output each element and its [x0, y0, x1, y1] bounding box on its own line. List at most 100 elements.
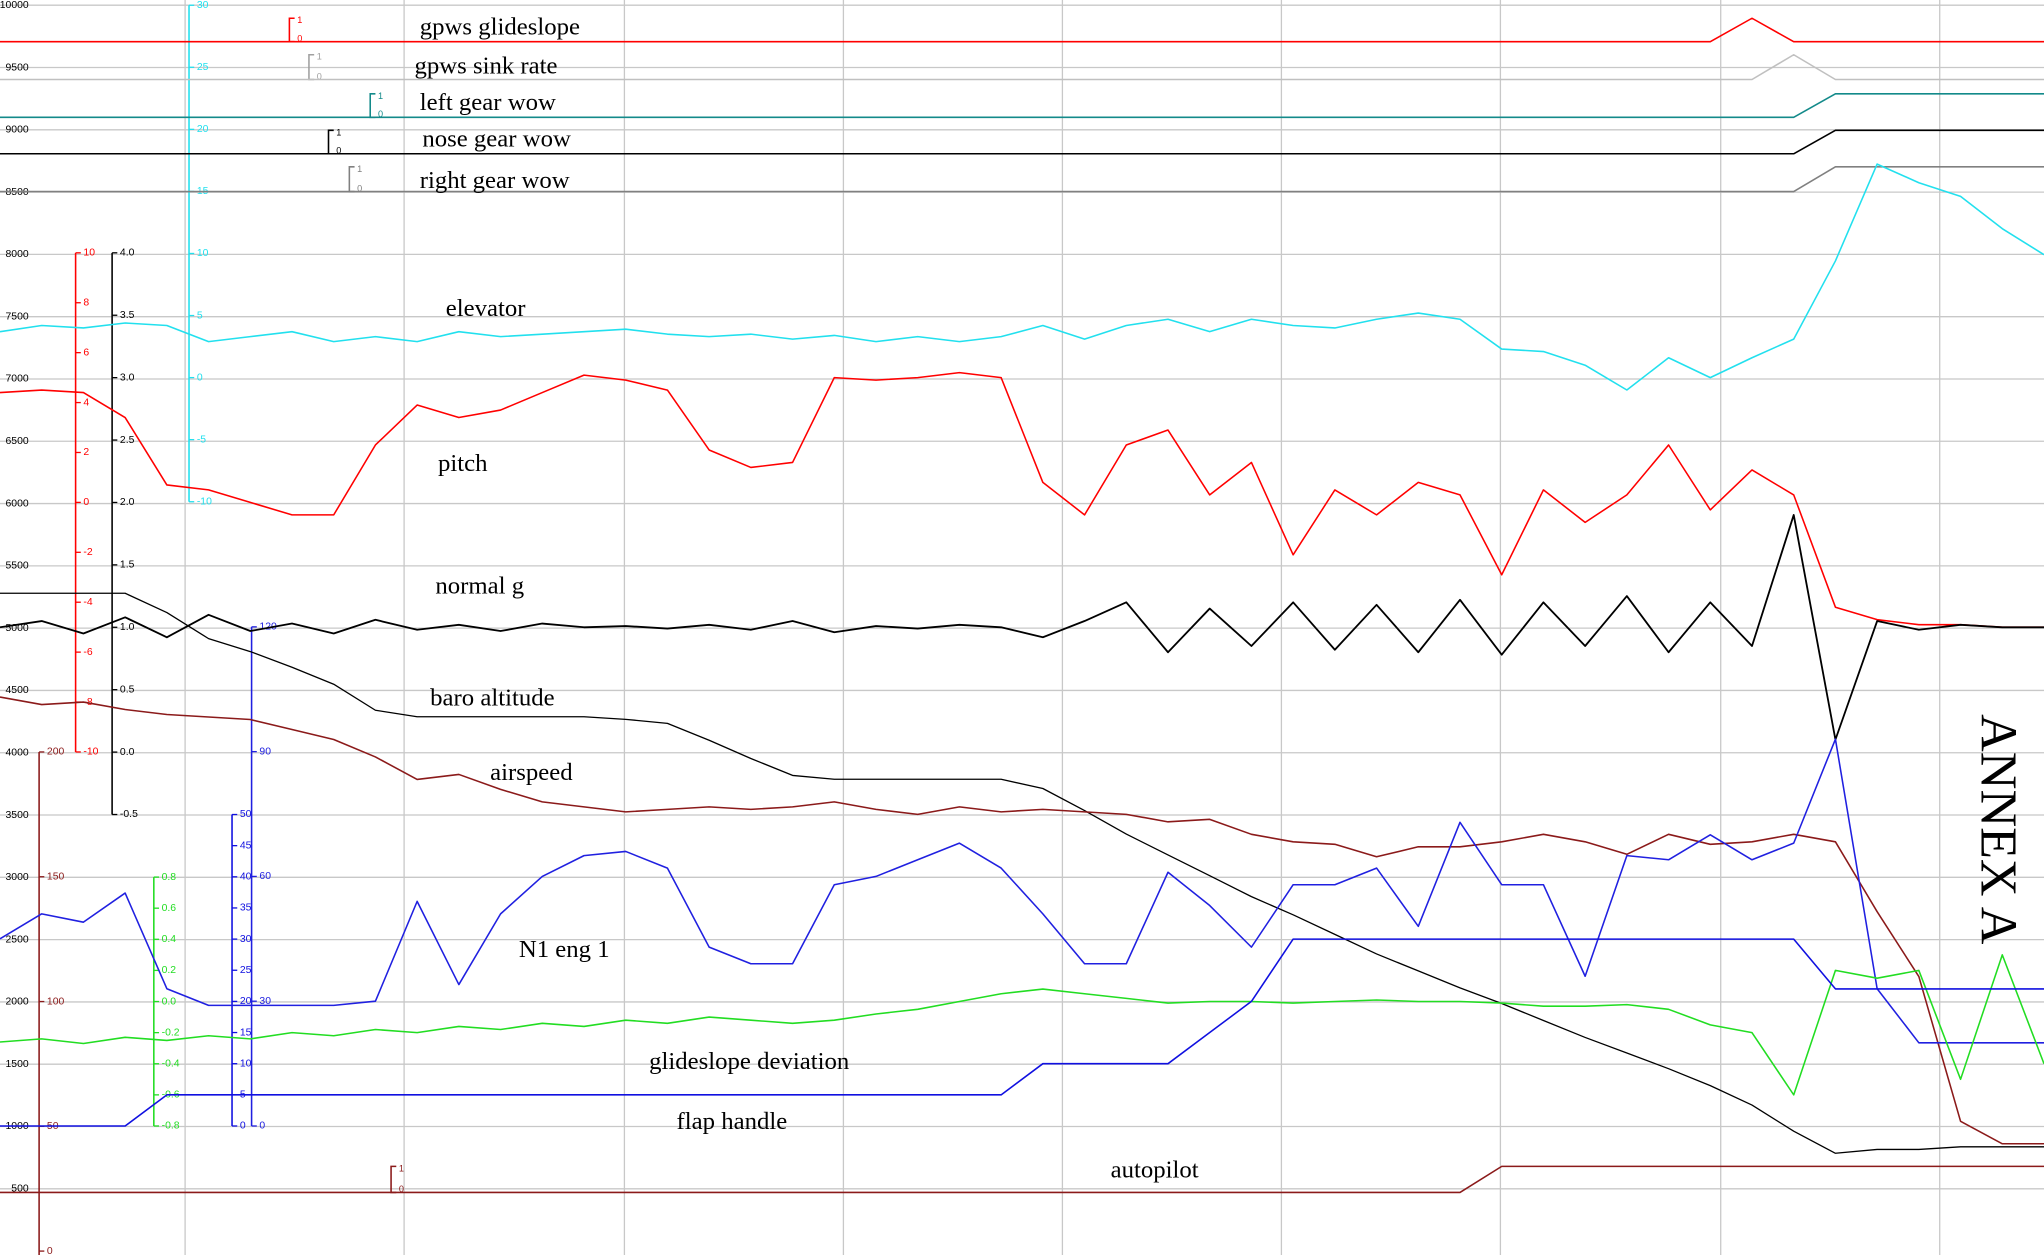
- series-label: left gear wow: [420, 89, 556, 116]
- y-tick-label: 30: [240, 934, 252, 945]
- y-tick-label: 60: [259, 871, 271, 882]
- trace-line: [0, 592, 2044, 1154]
- y-tick-label: -5: [197, 434, 206, 445]
- y-tick-label: 1: [317, 52, 322, 62]
- y-tick-label: 1: [357, 164, 362, 174]
- y-tick-label: 2000: [6, 997, 29, 1008]
- y-tick-label: 200: [47, 747, 65, 758]
- series-label: airspeed: [490, 759, 573, 786]
- trace-line: [0, 954, 2044, 1096]
- y-tick-label: 8000: [6, 249, 29, 260]
- y-tick-label: 0: [399, 1184, 404, 1194]
- y-tick-label: 0: [47, 1246, 53, 1255]
- y-tick-label: 0: [83, 497, 89, 508]
- y-tick-label: 10: [240, 1058, 252, 1069]
- y-tick-label: 9500: [6, 62, 29, 73]
- y-tick-label: 0: [336, 146, 341, 156]
- y-tick-label: 2: [83, 447, 89, 458]
- y-tick-label: 1: [297, 15, 302, 25]
- y-tick-label: -10: [197, 496, 212, 507]
- y-tick-label: 1: [336, 127, 341, 137]
- y-tick-label: 20: [240, 996, 252, 1007]
- y-tick-label: 25: [197, 62, 209, 73]
- y-tick-label: -0.4: [162, 1059, 180, 1070]
- trace-line: [0, 129, 2044, 155]
- y-tick-label: 7500: [6, 311, 29, 322]
- y-tick-label: 6: [83, 347, 89, 358]
- series-label: elevator: [446, 295, 526, 322]
- y-tick-label: 0: [297, 34, 302, 44]
- y-tick-label: 8: [83, 297, 89, 308]
- trace-line: [0, 163, 2044, 391]
- series-label: glideslope deviation: [649, 1048, 849, 1075]
- y-tick-label: 6500: [6, 436, 29, 447]
- y-tick-label: 30: [259, 996, 271, 1007]
- y-tick-label: 7000: [6, 374, 29, 385]
- y-tick-label: 150: [47, 871, 65, 882]
- y-tick-label: 0.2: [162, 965, 177, 976]
- trace-line: [0, 738, 2044, 1044]
- y-tick-label: -2: [83, 547, 92, 558]
- y-tick-label: 90: [259, 746, 271, 757]
- y-tick-label: 2500: [6, 934, 29, 945]
- axes: 0101010101-10-5051015202530-10-8-6-4-202…: [0, 0, 404, 1255]
- y-tick-label: 30: [197, 0, 209, 11]
- y-tick-label: 3.0: [120, 372, 135, 383]
- y-tick-label: 40: [240, 872, 252, 883]
- series-label: gpws sink rate: [415, 52, 558, 79]
- y-tick-label: 6000: [6, 498, 29, 509]
- y-tick-label: 10: [83, 248, 95, 259]
- y-tick-label: 3500: [6, 810, 29, 821]
- y-tick-label: 100: [47, 996, 65, 1007]
- y-tick-label: 3000: [6, 872, 29, 883]
- y-tick-label: 0: [317, 71, 322, 81]
- series-label: baro altitude: [430, 685, 554, 712]
- traces: [0, 17, 2044, 1194]
- y-tick-label: 0.4: [162, 934, 177, 945]
- y-tick-label: 0: [378, 109, 383, 119]
- labels: gpws glideslope gpws sink rate left gear w…: [415, 13, 1199, 1183]
- y-tick-label: -4: [83, 597, 92, 608]
- trace-line: [0, 17, 2044, 43]
- y-tick-label: 10: [197, 248, 209, 259]
- y-tick-label: -0.8: [162, 1121, 180, 1132]
- y-tick-label: 25: [240, 965, 252, 976]
- y-tick-label: 1500: [6, 1059, 29, 1070]
- y-tick-label: 15: [240, 1027, 252, 1038]
- y-tick-label: -0.5: [120, 809, 138, 820]
- trace-line: [0, 1165, 2044, 1194]
- y-tick-label: 3.5: [120, 310, 135, 321]
- y-tick-label: 0: [357, 183, 362, 193]
- y-tick-label: 0.6: [162, 903, 177, 914]
- trace-line: [0, 371, 2044, 628]
- series-label: normal g: [435, 572, 524, 599]
- series-label: flap handle: [677, 1108, 788, 1135]
- y-tick-label: 4.0: [120, 248, 135, 259]
- trace-line: [0, 938, 2044, 1127]
- series-label: gpws glideslope: [420, 13, 580, 40]
- series-label: right gear wow: [420, 167, 570, 194]
- y-tick-label: 10000: [0, 0, 29, 11]
- y-tick-label: 9000: [6, 125, 29, 136]
- y-tick-label: 4: [83, 397, 89, 408]
- y-tick-label: 2.5: [120, 435, 135, 446]
- y-tick-label: 1.0: [120, 622, 135, 633]
- y-tick-label: 2.0: [120, 497, 135, 508]
- y-tick-label: 1.5: [120, 560, 135, 571]
- y-tick-label: 5000: [6, 623, 29, 634]
- trace-line: [0, 696, 2044, 1145]
- trace-line: [0, 166, 2044, 193]
- y-tick-label: 5: [197, 310, 203, 321]
- y-tick-label: 50: [240, 809, 252, 820]
- trace-line: [0, 53, 2044, 81]
- y-tick-label: 0: [240, 1121, 246, 1132]
- y-tick-label: 35: [240, 903, 252, 914]
- y-tick-label: 4000: [6, 747, 29, 758]
- annotation: ANNEX A: [1969, 714, 2026, 945]
- trace-line: [0, 93, 2044, 119]
- y-tick-label: -0.2: [162, 1027, 180, 1038]
- series-label: autopilot: [1111, 1156, 1199, 1183]
- y-tick-label: 0: [259, 1121, 265, 1132]
